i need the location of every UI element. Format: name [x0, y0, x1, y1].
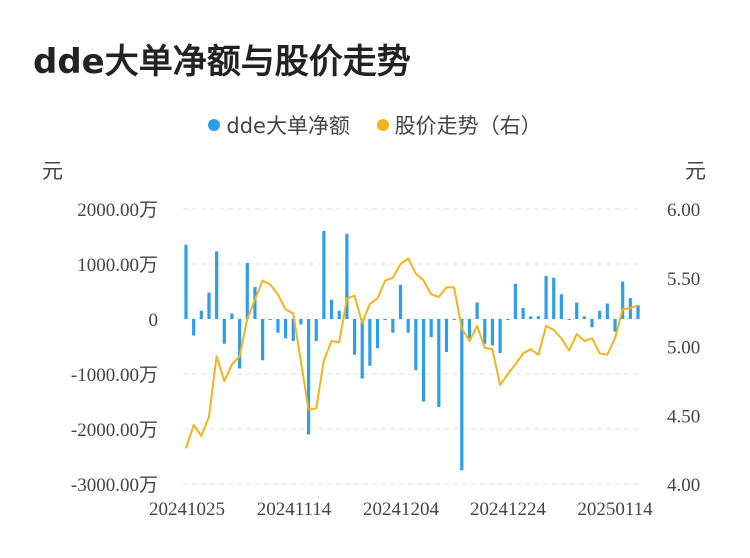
x-tick-label: 20250114: [577, 499, 653, 520]
x-tick-label: 20241204: [363, 499, 440, 520]
left-tick-label: -3000.00万: [71, 475, 158, 496]
x-tick-label: 20241224: [470, 499, 547, 520]
left-tick-label: 0: [149, 310, 159, 331]
bar: [360, 319, 364, 379]
left-axis-ticks: 2000.00万 1000.00万 0 -1000.00万 -2000.00万 -3000…: [71, 200, 158, 496]
bar: [291, 319, 295, 341]
bar: [490, 319, 495, 346]
bar: [245, 262, 249, 319]
left-tick-label: 1000.00万: [77, 255, 158, 276]
bar: [375, 319, 380, 349]
bar: [261, 319, 265, 361]
bar: [498, 319, 502, 354]
line-series: [185, 257, 639, 449]
bar: [207, 292, 211, 319]
legend-label-dde: dde大单净额: [226, 114, 350, 138]
bar: [299, 319, 303, 325]
bar: [184, 244, 188, 319]
right-axis-unit: 元: [685, 159, 706, 183]
bar: [437, 319, 441, 407]
bar: [536, 316, 541, 319]
bar: [444, 319, 449, 352]
left-axis-unit: 元: [42, 159, 63, 183]
left-tick-label: -2000.00万: [71, 420, 158, 441]
bar: [283, 319, 288, 339]
bar: [329, 299, 334, 319]
bar: [192, 319, 196, 336]
bar: [398, 284, 403, 319]
bar: [368, 319, 372, 366]
left-tick-label: -1000.00万: [71, 365, 158, 386]
bar: [529, 316, 533, 319]
price-line: [185, 257, 639, 449]
bar: [429, 319, 433, 338]
bar: [230, 313, 234, 319]
x-axis-ticks: 20241025 20241114 20241204 20241224 20250114: [149, 499, 653, 520]
right-tick-label: 6.00: [667, 200, 700, 221]
legend-label-price: 股价走势（右）: [394, 114, 542, 138]
left-tick-label: 2000.00万: [77, 200, 158, 221]
bar: [452, 319, 456, 320]
x-tick-label: 20241025: [149, 499, 225, 520]
bar: [575, 302, 579, 319]
bar: [238, 319, 242, 369]
bar: [636, 305, 640, 319]
bar: [306, 319, 311, 435]
bar: [345, 233, 349, 319]
x-tick-label: 20241114: [257, 499, 332, 520]
bar: [276, 319, 280, 333]
bar: [475, 302, 479, 319]
legend: dde大单净额 股价走势（右）: [0, 110, 750, 140]
bar: [460, 319, 464, 471]
bar: [590, 319, 594, 328]
bar: [352, 319, 357, 355]
bar: [559, 294, 563, 319]
bar: [621, 281, 625, 319]
bar: [483, 319, 487, 344]
bar: [506, 319, 510, 320]
bar: [268, 319, 272, 320]
legend-dot-dde: [208, 119, 221, 131]
right-tick-label: 4.00: [667, 475, 700, 496]
legend-item-dde[interactable]: dde大单净额: [208, 110, 350, 140]
bar: [391, 319, 395, 333]
bar: [406, 319, 410, 333]
bar: [582, 316, 586, 319]
legend-dot-price: [376, 119, 389, 131]
bar: [222, 319, 226, 344]
bar: [605, 303, 609, 319]
bar: [421, 319, 426, 402]
bar: [613, 319, 617, 332]
bar: [521, 308, 525, 319]
right-tick-label: 4.50: [667, 406, 700, 427]
bar: [199, 310, 203, 319]
bar: [215, 251, 219, 319]
right-tick-label: 5.50: [667, 269, 700, 290]
bar: [337, 310, 341, 319]
chart-title: dde大单净额与股价走势: [33, 42, 411, 82]
bar: [513, 283, 518, 319]
bar: [383, 319, 387, 320]
bar: [552, 277, 556, 319]
bar: [598, 310, 602, 319]
bar: [467, 319, 472, 339]
bar: [322, 231, 326, 319]
bar: [414, 319, 418, 371]
bar: [253, 287, 257, 319]
right-tick-label: 5.00: [667, 338, 700, 359]
bar: [314, 319, 318, 341]
bar: [567, 319, 571, 320]
right-axis-ticks: 6.00 5.50 5.00 4.50 4.00: [667, 200, 700, 496]
legend-item-price[interactable]: 股价走势（右）: [376, 110, 542, 140]
bar: [544, 276, 548, 319]
